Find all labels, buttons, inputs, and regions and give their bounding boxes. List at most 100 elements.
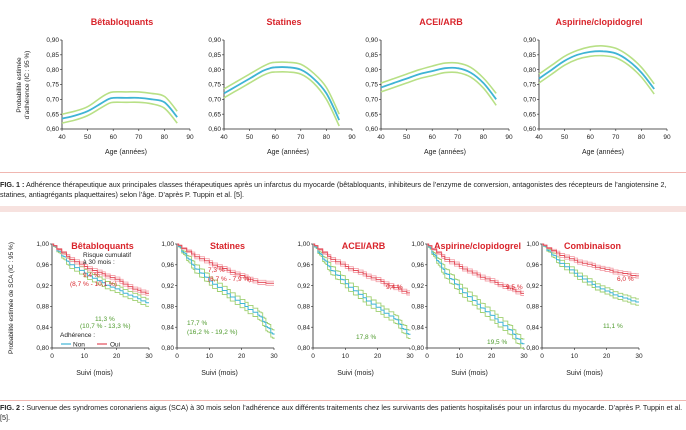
survival-line-oui — [542, 243, 639, 277]
y-tick-label: 0,80 — [411, 345, 424, 352]
fig2-y-axis-label: Probabilité estimée de SCA (IC : 95 %) — [8, 242, 15, 354]
survival-line-non — [427, 243, 525, 345]
y-tick-label: 0,90 — [523, 37, 536, 44]
x-tick-label: 20 — [603, 353, 611, 360]
annotation: 9,5 % — [506, 284, 523, 291]
x-tick-label: 20 — [488, 353, 496, 360]
fig2-panel-2: Statines 1,00 0,96 0,92 0,88 0,84 0,800 10 20 30 S… — [161, 241, 278, 377]
x-tick-label: 60 — [272, 134, 280, 141]
x-tick-label: 70 — [297, 134, 305, 141]
x-tick-label: 60 — [429, 134, 437, 141]
x-tick-label: 0 — [540, 353, 544, 360]
ci-lower-oui — [177, 243, 274, 286]
annotation: (10,7 % - 13,3 %) — [80, 323, 131, 330]
x-tick-label: 10 — [81, 353, 89, 360]
x-tick-label: 30 — [406, 353, 414, 360]
ci-lower-line — [380, 71, 497, 106]
panel-title: ACEI/ARB — [342, 241, 386, 251]
y-tick-label: 1,00 — [411, 241, 424, 248]
adherence-line — [61, 96, 178, 120]
y-tick-label: 1,00 — [161, 241, 174, 248]
caption-rule-1 — [0, 172, 686, 173]
panel-title: ACEI/ARB — [419, 17, 463, 27]
x-tick-label: 90 — [663, 134, 671, 141]
survival-line-oui — [313, 243, 410, 294]
annotation: (16,2 % - 19,2 %) — [187, 329, 238, 336]
x-tick-label: 30 — [145, 353, 153, 360]
y-tick-label: 0,85 — [523, 52, 536, 59]
ci-lower-line — [538, 54, 655, 95]
ci-upper-non — [542, 243, 639, 300]
panel-title: Statines — [210, 241, 245, 251]
survival-line-non — [177, 243, 275, 335]
fig2-panel-3: ACEI/ARB 1,00 0,96 0,92 0,88 0,84 0,800 10 20 30 S… — [297, 241, 414, 377]
x-axis-label: Suivi (mois) — [76, 370, 113, 377]
x-axis-label: Suivi (mois) — [566, 370, 603, 377]
y-tick-label: 0,84 — [411, 324, 424, 331]
survival-line-oui — [177, 243, 274, 284]
y-tick-label: 1,00 — [36, 241, 49, 248]
x-tick-label: 20 — [374, 353, 382, 360]
x-tick-label: 60 — [587, 134, 595, 141]
y-tick-label: 0,96 — [161, 262, 174, 269]
y-tick-label: 1,00 — [297, 241, 310, 248]
y-tick-label: 0,70 — [208, 97, 221, 104]
x-tick-label: 40 — [535, 134, 543, 141]
x-tick-label: 30 — [635, 353, 643, 360]
ci-upper-non — [427, 243, 525, 340]
y-tick-label: 0,85 — [208, 52, 221, 59]
legend-label-oui: Oui — [110, 342, 120, 349]
x-axis-label: Age (années) — [424, 149, 466, 156]
fig2-panel-4: Aspirine/clopidogrel 1,00 0,96 0,92 0,88 0,84… — [411, 241, 528, 377]
x-tick-label: 0 — [425, 353, 429, 360]
x-axis-label: Age (années) — [105, 149, 147, 156]
annotation: 7,3 % — [208, 267, 225, 274]
figure-2-caption-text: Survenue des syndromes coronariens aigus… — [0, 403, 683, 422]
y-tick-label: 0,65 — [365, 111, 378, 118]
x-tick-label: 90 — [186, 134, 194, 141]
annotation: 17,7 % — [187, 320, 207, 327]
y-tick-label: 0,65 — [208, 111, 221, 118]
x-tick-label: 10 — [206, 353, 214, 360]
y-tick-label: 0,88 — [411, 304, 424, 311]
adherence-line — [223, 66, 341, 121]
x-tick-label: 0 — [50, 353, 54, 360]
y-tick-label: 0,60 — [365, 126, 378, 133]
ci-upper-oui — [313, 243, 410, 292]
annotation: 17,8 % — [356, 334, 376, 341]
x-tick-label: 10 — [456, 353, 464, 360]
y-tick-label: 0,92 — [161, 283, 174, 290]
fig1-y-axis-label: Probabilité estimée d’adhérence (IC : 95 … — [16, 51, 31, 120]
y-tick-label: 0,88 — [526, 304, 539, 311]
survival-line-non — [542, 243, 639, 303]
legend-title: Adhérence : — [60, 332, 95, 339]
y-tick-label: 0,80 — [46, 67, 59, 74]
x-tick-label: 70 — [612, 134, 620, 141]
adherence-line — [380, 66, 497, 100]
x-axis-label: Suivi (mois) — [201, 370, 238, 377]
survival-line-oui — [52, 243, 149, 294]
y-tick-label: 0,80 — [36, 345, 49, 352]
y-tick-label: 0,84 — [526, 324, 539, 331]
y-tick-label: 0,80 — [365, 67, 378, 74]
x-tick-label: 90 — [505, 134, 513, 141]
ci-lower-oui — [542, 243, 639, 279]
survival-line-oui — [427, 243, 524, 294]
y-tick-label: 0,60 — [208, 126, 221, 133]
x-tick-label: 60 — [110, 134, 118, 141]
fig2-panel-1: Bêtabloquants 1,00 0,96 0,92 0,88 0,84 0,800 10… — [36, 241, 153, 377]
figure-1-caption-text: Adhérence thérapeutique aux principales … — [0, 180, 667, 199]
x-axis-label: Age (années) — [267, 149, 309, 156]
y-tick-label: 0,92 — [411, 283, 424, 290]
y-tick-label: 1,00 — [526, 241, 539, 248]
y-tick-label: 0,96 — [411, 262, 424, 269]
survival-line-non — [52, 243, 149, 304]
x-tick-label: 10 — [571, 353, 579, 360]
x-tick-label: 0 — [175, 353, 179, 360]
y-tick-label: 0,96 — [526, 262, 539, 269]
survival-line-non — [313, 243, 411, 335]
y-tick-label: 0,96 — [36, 262, 49, 269]
y-tick-label: 0,80 — [297, 345, 310, 352]
x-tick-label: 50 — [403, 134, 411, 141]
